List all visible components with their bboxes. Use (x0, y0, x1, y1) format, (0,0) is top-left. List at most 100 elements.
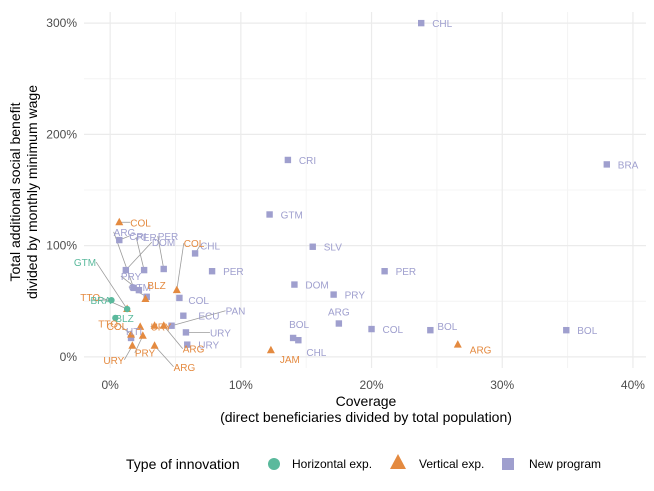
point-label: URY (103, 356, 124, 367)
label-leader-line (95, 261, 128, 310)
y-tick-label: 100% (46, 239, 77, 253)
point-label: PRY (135, 349, 156, 360)
new-program-point (603, 161, 610, 168)
new-program-point (130, 284, 137, 292)
point-label: BOL (289, 320, 309, 331)
x-tick-label: 0% (101, 378, 119, 392)
new-program-point (563, 326, 570, 334)
new-program-point (116, 236, 123, 244)
point-label: PER (158, 232, 179, 243)
label-leader-line (176, 243, 185, 291)
vertical-point (128, 341, 137, 349)
x-tick-label: 10% (229, 378, 253, 392)
point-label: GTM (129, 283, 151, 294)
vertical-point (141, 294, 150, 303)
label-leader-line (125, 241, 153, 271)
new-program-point (266, 211, 273, 218)
vertical-point (138, 331, 147, 339)
point-label: DOM (305, 281, 328, 292)
vertical-point (136, 322, 145, 330)
vertical-point (115, 217, 124, 226)
point-label: PRY (345, 291, 366, 302)
new-program-point (418, 19, 425, 27)
new-program-point (135, 286, 143, 294)
new-program-point (127, 334, 135, 342)
x-tick-label: 40% (621, 378, 645, 392)
new-program-point (289, 334, 297, 342)
point-label: URY (210, 328, 231, 339)
x-axis-ticks: 0% 10% 20% 30% 40% (101, 378, 645, 392)
new-program-point (191, 250, 199, 257)
legend-horizontal-label: Horizontal exp. (292, 457, 372, 471)
label-leader-line (117, 323, 132, 335)
label-leader-line (157, 235, 165, 270)
horizontal-point (112, 314, 119, 322)
horizontal-point (123, 305, 131, 313)
label-leader-line (99, 296, 128, 310)
new-program-point (335, 320, 343, 327)
point-label: GTM (281, 210, 303, 221)
point-label: COL (188, 296, 209, 307)
x-tick-label: 30% (490, 378, 514, 392)
new-program-point (184, 341, 191, 348)
new-program-point (176, 294, 183, 302)
point-label: BLZ (147, 281, 165, 292)
legend-horizontal-marker (268, 458, 280, 470)
legend-vertical-marker (390, 454, 406, 469)
legend-vertical-label: Vertical exp. (419, 457, 484, 471)
point-label: CHL (306, 348, 326, 359)
point-label: DOM (152, 238, 175, 249)
point-label: BOL (437, 322, 457, 333)
x-axis-title: Coverage (336, 393, 397, 409)
vertical-point (172, 285, 181, 294)
point-label: ARG (183, 345, 205, 356)
point-label: HTI (126, 327, 142, 338)
point-label: COL (130, 218, 151, 229)
point-label: PER (223, 267, 244, 278)
legend: Type of innovation Horizontal exp. Verti… (126, 454, 601, 472)
legend-title: Type of innovation (126, 456, 240, 472)
new-program-point (284, 156, 292, 164)
vertical-point (266, 345, 275, 354)
vertical-point (453, 340, 462, 348)
label-leader-line (171, 310, 226, 327)
point-label: ARG (328, 308, 350, 319)
label-leader-line (163, 325, 184, 349)
y-axis-title: Total additional social benefit (7, 102, 23, 281)
point-label: ARG (174, 363, 196, 374)
point-label: BLZ (115, 314, 133, 325)
legend-new-program-label: New program (529, 457, 601, 471)
point-label: URY (151, 323, 172, 334)
point-label: ECU (198, 312, 219, 323)
point-label: COL (107, 322, 128, 333)
new-program-point (143, 293, 150, 300)
horizontal-point (108, 296, 115, 304)
x-axis-subtitle: (direct beneficiaries divided by total p… (220, 409, 512, 425)
new-program-point (291, 281, 298, 288)
point-label: CRI (129, 232, 146, 243)
x-tick-label: 20% (360, 378, 384, 392)
point-label: PAN (226, 307, 246, 318)
point-label: COL (383, 325, 404, 336)
vertical-point (150, 321, 159, 329)
new-program-point (122, 266, 130, 274)
label-leader-line (135, 237, 145, 271)
new-program-point (295, 336, 302, 344)
new-program-point (427, 326, 434, 334)
point-label: ARG (470, 346, 492, 357)
point-label: CRI (299, 156, 316, 167)
point-label: TTO (98, 320, 118, 331)
point-label: CHL (200, 241, 220, 252)
y-axis-subtitle: divided by monthly minimum wage (24, 85, 40, 299)
vertical-point (159, 321, 168, 329)
y-tick-label: 300% (46, 16, 77, 30)
point-label: CHL (432, 19, 452, 30)
vertical-point (127, 330, 136, 338)
point-label: BOL (577, 326, 597, 337)
new-program-point (180, 312, 187, 319)
new-program-point (140, 266, 148, 274)
point-label: PRY (121, 272, 142, 283)
new-program-point (168, 322, 175, 329)
